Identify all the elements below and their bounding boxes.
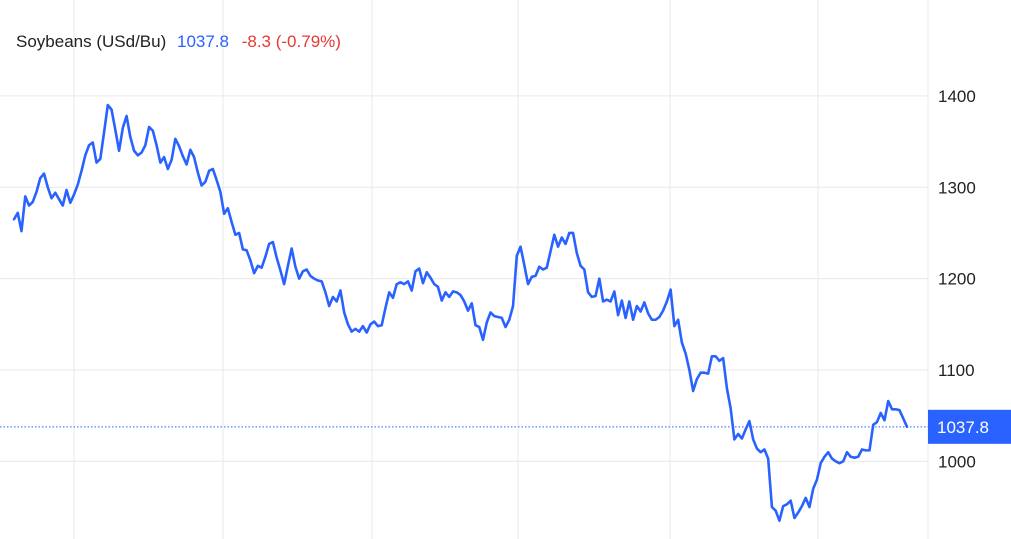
y-tick-label: 1200 xyxy=(938,270,976,289)
y-tick-label: 1300 xyxy=(938,178,976,197)
y-axis: 1000 1100 1200 1300 1400 xyxy=(938,87,976,471)
y-tick-label: 1400 xyxy=(938,87,976,106)
y-tick-label: 1000 xyxy=(938,452,976,471)
price-series-line[interactable] xyxy=(12,103,909,523)
last-price-badge: 1037.8 xyxy=(928,409,1011,444)
instrument-name: Soybeans (USd/Bu) xyxy=(16,32,166,51)
price-change: -8.3 (-0.79%) xyxy=(242,32,341,51)
grid xyxy=(0,0,929,539)
chart-title-bar: Soybeans (USd/Bu) 1037.8 -8.3 (-0.79%) xyxy=(16,32,341,51)
last-price-badge-background xyxy=(928,409,1011,444)
last-price-badge-label: 1037.8 xyxy=(937,418,989,437)
y-tick-label: 1100 xyxy=(938,361,975,380)
last-price-value: 1037.8 xyxy=(177,32,229,51)
